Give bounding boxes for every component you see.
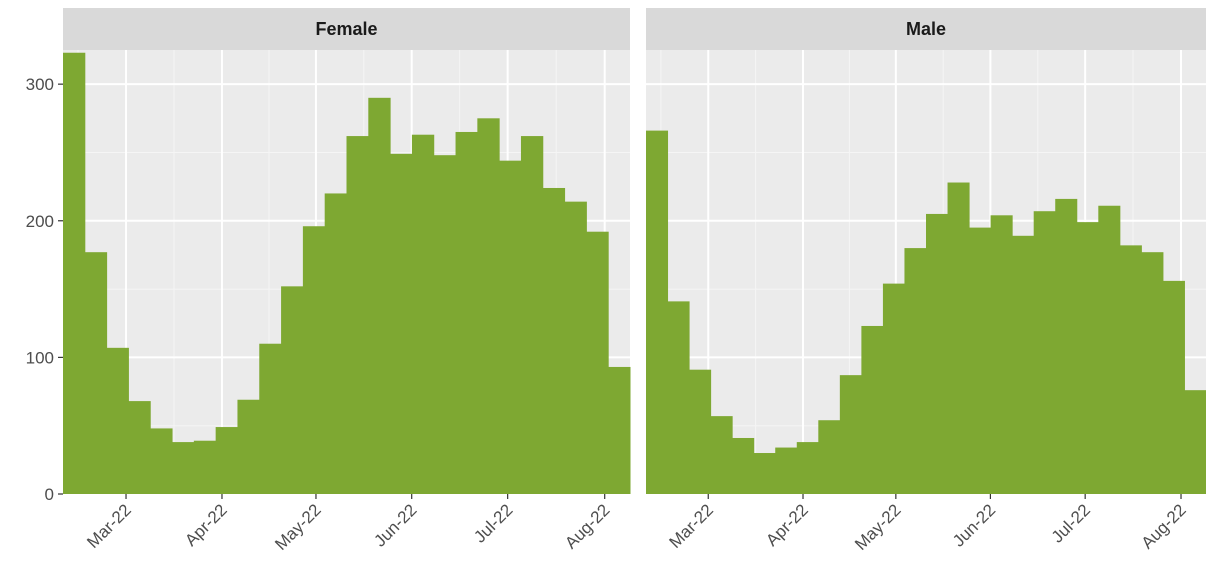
bar bbox=[990, 215, 1013, 494]
bar bbox=[689, 369, 712, 494]
bar bbox=[259, 343, 282, 494]
bar bbox=[346, 136, 369, 494]
bar bbox=[63, 52, 86, 495]
x-tick-label: Jun-22 bbox=[370, 500, 420, 550]
bar bbox=[1141, 252, 1164, 494]
bar bbox=[564, 201, 587, 495]
bar bbox=[433, 155, 457, 494]
bar bbox=[215, 427, 238, 494]
bar bbox=[667, 301, 690, 494]
strip-background bbox=[646, 8, 1206, 50]
bar bbox=[128, 401, 151, 494]
bar bbox=[84, 252, 108, 494]
bar bbox=[1119, 245, 1142, 494]
bar bbox=[1076, 222, 1099, 495]
bar bbox=[882, 283, 905, 494]
x-tick-label: Mar-22 bbox=[83, 500, 135, 552]
bar bbox=[732, 437, 755, 494]
bar bbox=[477, 118, 500, 495]
bar bbox=[1033, 211, 1056, 494]
x-tick-label: Mar-22 bbox=[666, 500, 718, 552]
bar bbox=[861, 325, 884, 494]
bar bbox=[904, 248, 927, 494]
bar bbox=[106, 347, 129, 494]
x-tick-label: Apr-22 bbox=[762, 500, 812, 550]
bar bbox=[926, 213, 949, 494]
x-tick-label: May-22 bbox=[851, 500, 905, 554]
bar bbox=[947, 182, 970, 495]
bar bbox=[172, 442, 195, 494]
bar bbox=[839, 375, 862, 494]
bar bbox=[368, 97, 391, 495]
y-tick-label: 100 bbox=[26, 348, 54, 367]
bar bbox=[193, 440, 217, 494]
bar bbox=[796, 442, 819, 494]
strip-background bbox=[63, 8, 630, 50]
x-tick-label: Aug-22 bbox=[561, 500, 613, 552]
bar bbox=[237, 399, 260, 494]
bar bbox=[1055, 198, 1078, 494]
bar bbox=[818, 420, 841, 494]
x-tick-label: Jun-22 bbox=[949, 500, 999, 550]
x-tick-label: Aug-22 bbox=[1138, 500, 1190, 552]
bar bbox=[455, 131, 478, 494]
bar bbox=[281, 286, 304, 494]
bar bbox=[775, 447, 798, 494]
bar bbox=[586, 231, 609, 494]
bar bbox=[324, 193, 347, 494]
y-tick-label: 200 bbox=[26, 212, 54, 231]
bar bbox=[411, 134, 435, 494]
bar bbox=[1098, 205, 1121, 495]
bar bbox=[753, 453, 776, 494]
bar bbox=[646, 130, 669, 494]
strip-label: Female bbox=[315, 19, 377, 39]
x-tick-label: Jul-22 bbox=[1048, 500, 1094, 546]
bar bbox=[969, 227, 992, 494]
bar bbox=[520, 136, 544, 494]
bar bbox=[608, 366, 631, 494]
x-tick-label: Apr-22 bbox=[181, 500, 231, 550]
bar bbox=[499, 160, 522, 495]
bar bbox=[1184, 390, 1206, 494]
x-tick-label: Jul-22 bbox=[470, 500, 516, 546]
bar bbox=[150, 428, 173, 494]
y-tick-label: 0 bbox=[45, 485, 54, 504]
bar bbox=[542, 187, 566, 494]
y-tick-label: 300 bbox=[26, 75, 54, 94]
bar bbox=[710, 416, 733, 494]
bar bbox=[302, 226, 326, 495]
bar bbox=[390, 153, 413, 494]
bar bbox=[1012, 235, 1035, 494]
strip-label: Male bbox=[906, 19, 946, 39]
x-tick-label: May-22 bbox=[271, 500, 325, 554]
bar bbox=[1162, 280, 1185, 494]
